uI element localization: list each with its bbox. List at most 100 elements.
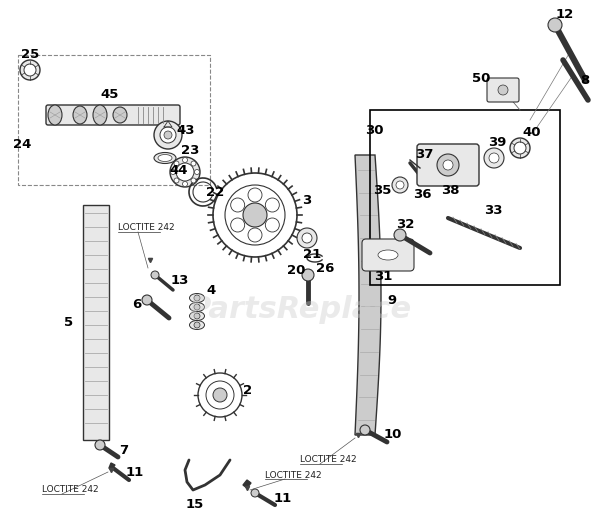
Text: 43: 43 [177, 123, 195, 137]
Circle shape [191, 178, 196, 183]
FancyBboxPatch shape [362, 239, 414, 271]
Circle shape [297, 228, 317, 248]
Text: 9: 9 [388, 294, 397, 306]
Text: 31: 31 [374, 270, 392, 284]
Circle shape [251, 489, 259, 497]
Text: LOCTITE 242: LOCTITE 242 [300, 455, 356, 464]
FancyBboxPatch shape [46, 105, 180, 125]
Ellipse shape [48, 105, 62, 125]
Circle shape [548, 18, 562, 32]
Text: 5: 5 [64, 315, 74, 329]
Circle shape [498, 85, 508, 95]
Circle shape [206, 381, 234, 409]
Text: 21: 21 [303, 248, 321, 261]
Circle shape [182, 181, 187, 187]
Circle shape [194, 313, 200, 319]
Circle shape [170, 157, 200, 187]
Circle shape [174, 178, 179, 183]
Circle shape [198, 373, 242, 417]
Ellipse shape [190, 294, 205, 303]
Text: 4: 4 [206, 284, 215, 296]
Ellipse shape [158, 155, 172, 162]
Text: LOCTITE 242: LOCTITE 242 [118, 224, 175, 233]
Bar [370, 110, 560, 285]
Text: 25: 25 [21, 48, 39, 60]
Circle shape [194, 322, 200, 328]
Circle shape [213, 388, 227, 402]
Circle shape [265, 198, 280, 212]
FancyBboxPatch shape [417, 144, 479, 186]
Ellipse shape [190, 312, 205, 321]
Text: 10: 10 [384, 428, 402, 441]
Text: 8: 8 [580, 74, 590, 86]
Circle shape [360, 425, 370, 435]
Text: 7: 7 [119, 444, 128, 456]
Text: 11: 11 [126, 466, 144, 480]
Circle shape [437, 154, 459, 176]
Ellipse shape [73, 106, 87, 124]
Text: 12: 12 [556, 8, 574, 22]
Ellipse shape [93, 105, 107, 125]
Circle shape [230, 198, 245, 212]
Text: 24: 24 [13, 138, 31, 152]
Ellipse shape [190, 303, 205, 312]
Text: 3: 3 [302, 193, 311, 207]
Circle shape [151, 271, 159, 279]
Text: 6: 6 [133, 298, 142, 312]
Circle shape [302, 269, 314, 281]
Circle shape [396, 181, 404, 189]
Text: 40: 40 [523, 127, 541, 139]
Circle shape [484, 148, 504, 168]
Circle shape [164, 131, 172, 139]
Circle shape [194, 295, 200, 301]
Polygon shape [243, 480, 251, 488]
Circle shape [510, 138, 530, 158]
Circle shape [489, 153, 499, 163]
Text: 45: 45 [101, 89, 119, 102]
Text: 30: 30 [365, 123, 383, 137]
Text: 13: 13 [171, 273, 189, 287]
Ellipse shape [190, 321, 205, 330]
Circle shape [514, 142, 526, 154]
Ellipse shape [113, 107, 127, 123]
Circle shape [248, 188, 262, 202]
Circle shape [191, 161, 196, 166]
Text: 36: 36 [413, 189, 431, 201]
Text: 50: 50 [472, 72, 490, 84]
Text: 22: 22 [206, 187, 224, 199]
Circle shape [20, 60, 40, 80]
Circle shape [230, 218, 245, 232]
Text: 44: 44 [170, 163, 188, 176]
Circle shape [243, 203, 267, 227]
Bar [83, 205, 109, 440]
Circle shape [142, 295, 152, 305]
Circle shape [160, 127, 176, 143]
Circle shape [248, 228, 262, 242]
Circle shape [182, 157, 187, 163]
Text: PartsReplace: PartsReplace [188, 296, 412, 324]
Text: 32: 32 [396, 218, 414, 232]
Text: LOCTITE 242: LOCTITE 242 [265, 471, 322, 480]
Ellipse shape [154, 153, 176, 163]
Circle shape [176, 163, 194, 181]
Text: LOCTITE 242: LOCTITE 242 [42, 485, 98, 494]
Circle shape [24, 64, 36, 76]
Polygon shape [355, 155, 381, 435]
Circle shape [265, 218, 280, 232]
Text: 11: 11 [274, 491, 292, 505]
Text: 2: 2 [244, 384, 253, 396]
Text: 26: 26 [316, 261, 334, 275]
Circle shape [225, 185, 285, 245]
Circle shape [194, 170, 199, 174]
Text: 39: 39 [488, 136, 506, 148]
Text: 37: 37 [415, 148, 433, 162]
Text: 38: 38 [441, 184, 459, 198]
Circle shape [394, 229, 406, 241]
Text: 35: 35 [373, 183, 391, 197]
Circle shape [174, 161, 179, 166]
Circle shape [170, 170, 176, 174]
Circle shape [302, 233, 312, 243]
Text: 15: 15 [186, 499, 204, 511]
Text: 33: 33 [484, 204, 502, 216]
FancyBboxPatch shape [487, 78, 519, 102]
